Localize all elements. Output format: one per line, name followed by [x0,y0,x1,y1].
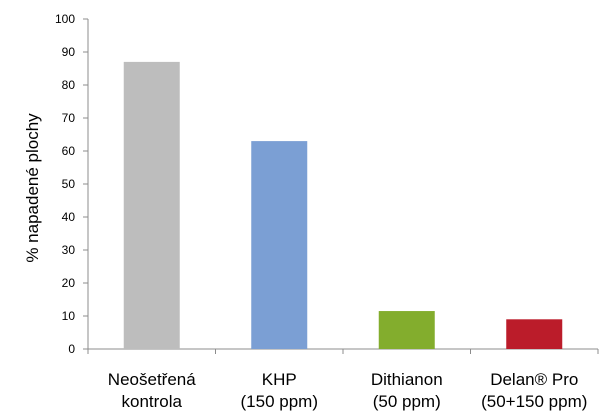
x-tick-label: Delan® Pro [490,370,578,389]
x-tick-label: kontrola [122,392,183,411]
x-tick-label: (150 ppm) [241,392,318,411]
x-tick-label: (50+150 ppm) [481,392,587,411]
y-tick-label: 100 [55,12,75,26]
bars [123,61,563,350]
y-tick-label: 80 [62,78,76,92]
y-tick-label: 90 [62,45,76,59]
y-tick-label: 10 [62,309,76,323]
bar [251,141,308,349]
x-axis [87,348,599,354]
bar [506,319,563,349]
y-tick-label: 50 [62,177,76,191]
y-tick-label: 60 [62,144,76,158]
x-tick-label: Dithianon [371,370,443,389]
bar [378,311,435,349]
x-tick-label: (50 ppm) [373,392,441,411]
bar [123,61,180,350]
x-tick-label: KHP [262,370,297,389]
y-tick-label: 30 [62,243,76,257]
y-tick-label: 20 [62,276,76,290]
y-tick-label: 40 [62,210,76,224]
y-tick-label: 0 [68,342,75,356]
category-labels: Neošetřená kontrola KHP (150 ppm) Dithianon (… [108,370,588,411]
y-axis-label: % napadené plochy [23,113,42,263]
y-axis: 0 10 20 30 40 50 60 70 80 90 100 [55,12,89,356]
x-tick-label: Neošetřená [108,370,196,389]
y-tick-label: 70 [62,111,76,125]
